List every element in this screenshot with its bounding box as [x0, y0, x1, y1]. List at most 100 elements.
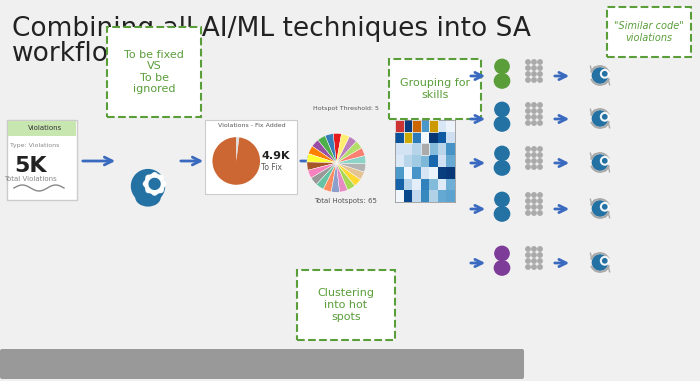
Text: Violations: Violations	[28, 125, 62, 131]
Circle shape	[532, 211, 536, 215]
Bar	[412, 120, 421, 132]
Circle shape	[603, 158, 607, 163]
Text: Clustering
into hot
spots: Clustering into hot spots	[318, 288, 374, 322]
Circle shape	[601, 112, 609, 121]
Wedge shape	[337, 163, 364, 179]
FancyBboxPatch shape	[297, 270, 395, 340]
Circle shape	[526, 159, 530, 163]
Circle shape	[538, 159, 542, 163]
Wedge shape	[307, 162, 337, 170]
Wedge shape	[325, 134, 337, 163]
Text: Optimize developer's performance while fixing important code issues: Optimize developer's performance while f…	[32, 357, 493, 370]
Circle shape	[526, 211, 530, 215]
Wedge shape	[312, 140, 337, 163]
Text: Violations - Fix Added: Violations - Fix Added	[218, 123, 286, 128]
Circle shape	[526, 147, 530, 151]
Circle shape	[526, 109, 530, 113]
Bar	[395, 120, 404, 132]
Circle shape	[532, 109, 536, 113]
Text: Total Hotspots: 65: Total Hotspots: 65	[314, 198, 377, 204]
Wedge shape	[337, 163, 360, 186]
Circle shape	[161, 181, 166, 186]
Circle shape	[532, 259, 536, 263]
Wedge shape	[337, 148, 365, 163]
Wedge shape	[333, 133, 342, 163]
Circle shape	[538, 109, 542, 113]
Text: To Fix: To Fix	[261, 163, 282, 173]
Text: 5K: 5K	[14, 156, 46, 176]
Circle shape	[526, 153, 530, 157]
Wedge shape	[337, 136, 356, 163]
Circle shape	[538, 193, 542, 197]
Circle shape	[146, 187, 151, 192]
FancyBboxPatch shape	[607, 7, 691, 57]
Circle shape	[538, 147, 542, 151]
Bar	[421, 143, 430, 155]
Wedge shape	[337, 134, 349, 163]
Circle shape	[158, 175, 163, 180]
Circle shape	[538, 60, 542, 64]
Wedge shape	[309, 146, 337, 163]
Circle shape	[532, 121, 536, 125]
Circle shape	[532, 66, 536, 70]
Circle shape	[603, 205, 607, 209]
Circle shape	[532, 72, 536, 76]
Circle shape	[538, 103, 542, 107]
FancyBboxPatch shape	[7, 120, 77, 200]
Circle shape	[526, 66, 530, 70]
Circle shape	[532, 147, 536, 151]
Circle shape	[532, 205, 536, 209]
Circle shape	[538, 115, 542, 119]
Circle shape	[526, 103, 530, 107]
Circle shape	[526, 115, 530, 119]
Wedge shape	[337, 163, 365, 172]
Circle shape	[592, 255, 608, 270]
Circle shape	[592, 155, 608, 170]
Circle shape	[145, 174, 164, 194]
Circle shape	[532, 165, 536, 169]
Circle shape	[601, 157, 609, 165]
Circle shape	[538, 205, 542, 209]
Circle shape	[526, 72, 530, 76]
Circle shape	[495, 59, 509, 74]
Text: Total Violations: Total Violations	[4, 176, 57, 182]
Circle shape	[601, 256, 609, 265]
Circle shape	[526, 78, 530, 82]
Circle shape	[144, 181, 148, 186]
Circle shape	[526, 193, 530, 197]
Circle shape	[526, 60, 530, 64]
Wedge shape	[337, 155, 366, 164]
Circle shape	[532, 199, 536, 203]
Bar	[430, 120, 438, 132]
Ellipse shape	[494, 161, 510, 175]
Circle shape	[538, 165, 542, 169]
Circle shape	[495, 246, 509, 261]
Circle shape	[538, 72, 542, 76]
Circle shape	[538, 153, 542, 157]
Wedge shape	[337, 163, 355, 190]
Wedge shape	[237, 137, 239, 161]
Circle shape	[592, 201, 608, 216]
Circle shape	[603, 72, 607, 76]
Circle shape	[538, 199, 542, 203]
FancyBboxPatch shape	[389, 59, 481, 119]
Ellipse shape	[494, 207, 510, 221]
Text: Type: Violations: Type: Violations	[10, 143, 60, 148]
Wedge shape	[308, 163, 337, 178]
Circle shape	[538, 265, 542, 269]
Wedge shape	[213, 137, 260, 185]
Circle shape	[538, 211, 542, 215]
Circle shape	[592, 111, 608, 126]
Circle shape	[152, 190, 157, 195]
Circle shape	[532, 103, 536, 107]
Circle shape	[538, 259, 542, 263]
FancyBboxPatch shape	[205, 120, 297, 194]
Circle shape	[603, 259, 607, 263]
Text: Combining all AI/ML techniques into SA: Combining all AI/ML techniques into SA	[12, 16, 531, 42]
Circle shape	[132, 170, 164, 203]
Circle shape	[532, 159, 536, 163]
Circle shape	[601, 70, 609, 78]
Circle shape	[532, 193, 536, 197]
Text: workflow: workflow	[12, 41, 131, 67]
Circle shape	[532, 153, 536, 157]
